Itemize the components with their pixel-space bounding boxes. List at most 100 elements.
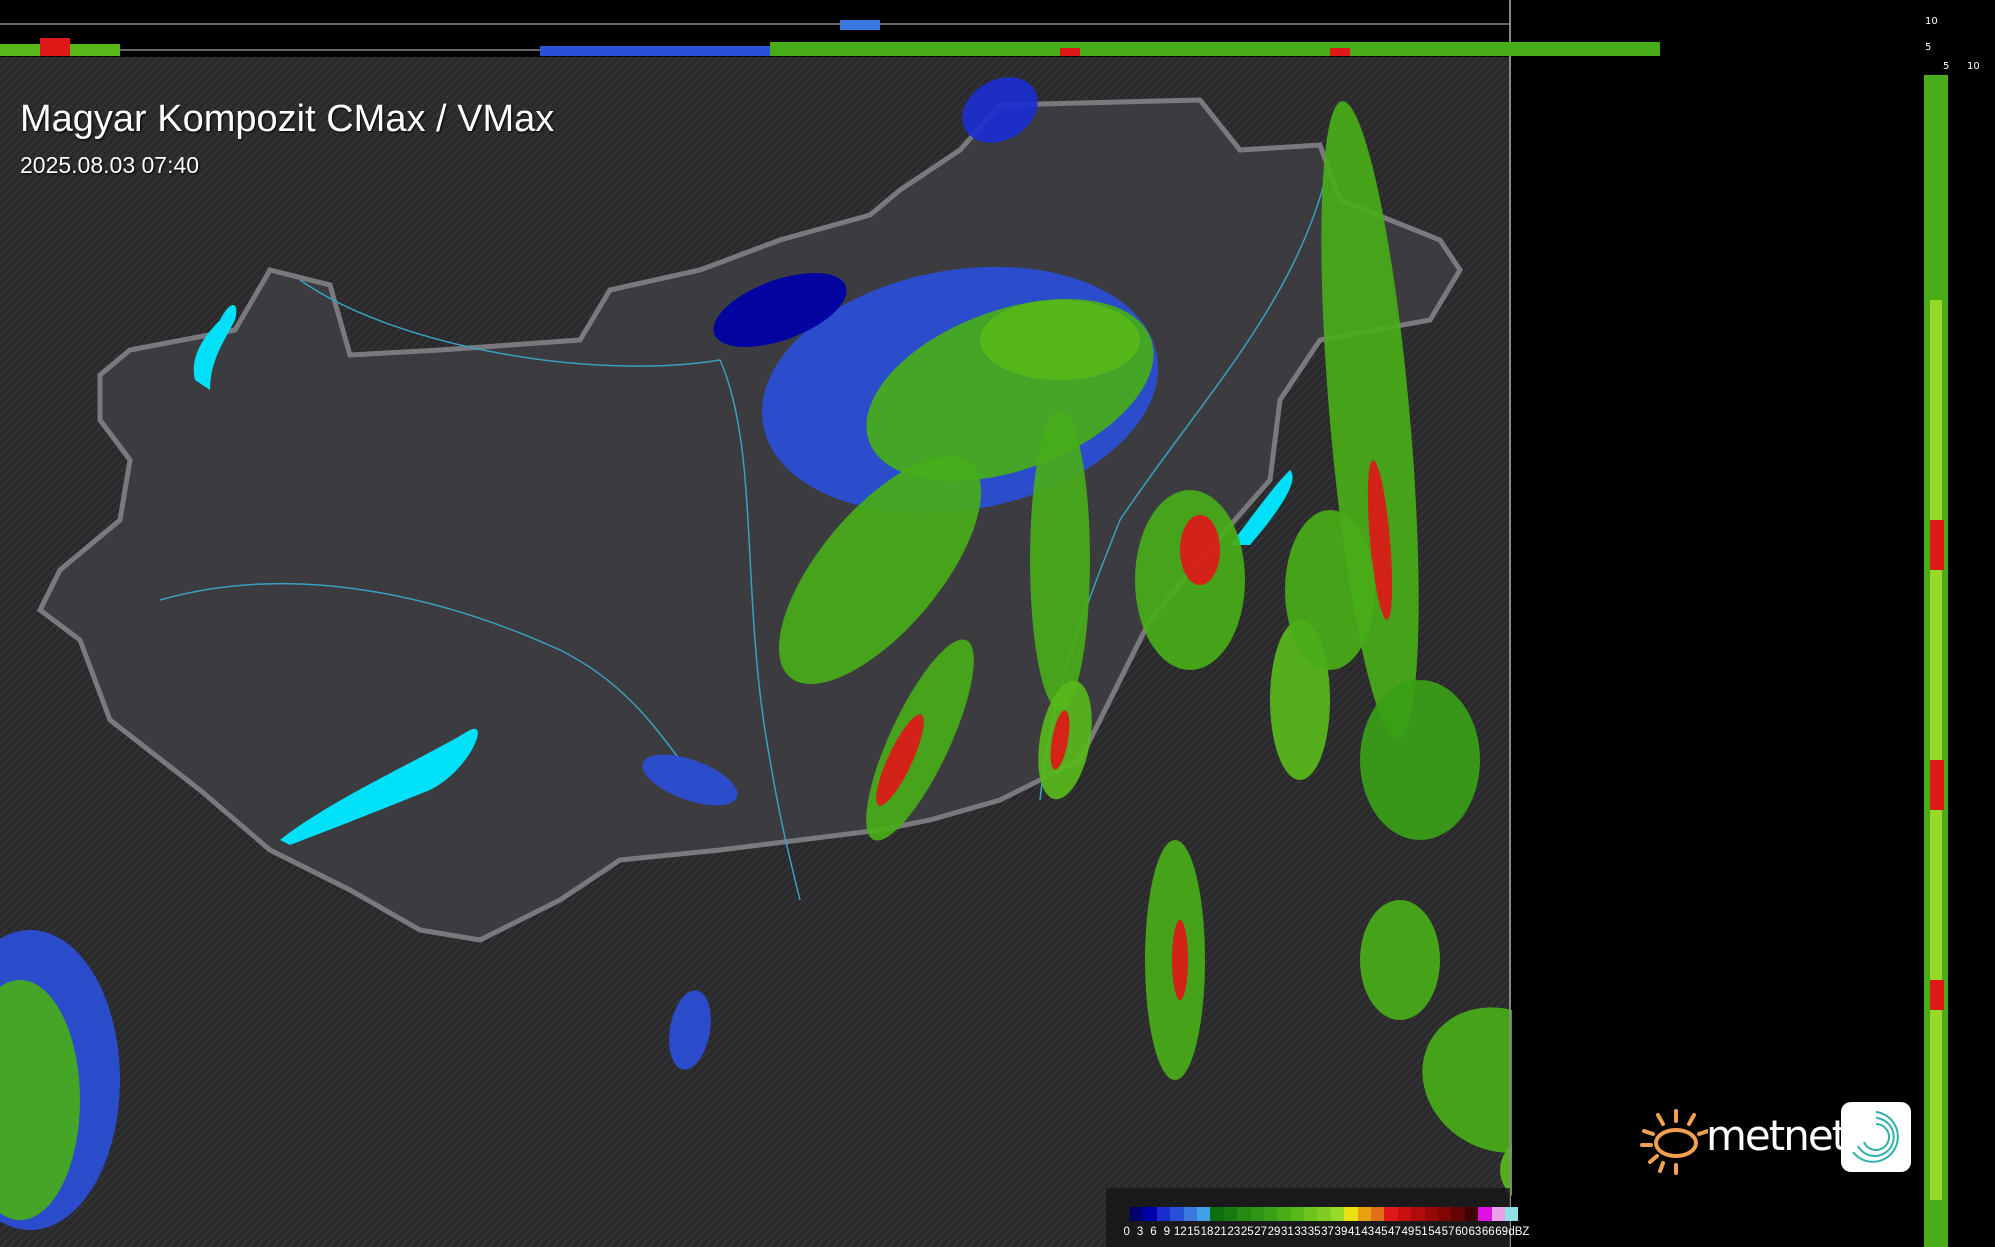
legend-swatch: [1130, 1207, 1144, 1221]
profile-bar: [1060, 48, 1080, 56]
legend-swatch: [1464, 1207, 1479, 1221]
profile-tick: 10: [1967, 61, 1980, 72]
legend-swatch: [1357, 1207, 1372, 1221]
legend-label: 63: [1468, 1226, 1482, 1238]
legend-swatch: [1344, 1207, 1358, 1221]
legend-label: 35: [1307, 1226, 1321, 1238]
legend-swatch: [1371, 1207, 1385, 1221]
right-profile-panel: [1512, 57, 1995, 1247]
map-title: Magyar Kompozit CMax / VMax: [20, 98, 555, 140]
radar-echo: [0, 980, 80, 1220]
legend-label: 45: [1374, 1226, 1388, 1238]
legend-label: 39: [1334, 1226, 1348, 1238]
radar-echo: [1360, 900, 1440, 1020]
legend-label: 21: [1214, 1226, 1227, 1238]
legend-label: 27: [1254, 1226, 1267, 1238]
legend-label: 33: [1294, 1226, 1308, 1238]
legend-swatch: [1451, 1207, 1465, 1221]
legend-label: 69: [1495, 1226, 1509, 1238]
legend-swatch: [1223, 1207, 1238, 1221]
legend-swatch: [1143, 1207, 1157, 1221]
legend-label: 41: [1347, 1226, 1361, 1238]
legend-swatch: [1170, 1207, 1184, 1221]
map-timestamp: 2025.08.03 07:40: [20, 152, 200, 178]
legend-label: 54: [1428, 1226, 1442, 1238]
profile-bar: [840, 20, 880, 30]
radar-echo: [876, 714, 924, 806]
legend-label: 66: [1481, 1226, 1495, 1238]
profile-bar: [1930, 520, 1944, 570]
legend-label: 18: [1200, 1226, 1214, 1238]
legend-swatch: [1250, 1207, 1264, 1221]
legend-label: 60: [1455, 1226, 1468, 1238]
radar-echo: [1180, 515, 1220, 585]
legend-label: 9: [1163, 1226, 1171, 1238]
legend-label: 29: [1267, 1226, 1281, 1238]
legend-label: 37: [1321, 1226, 1334, 1238]
radar-echo: [669, 990, 711, 1070]
profile-bar: [1330, 48, 1350, 56]
profile-bar: [1930, 760, 1944, 810]
metnet-logo: metnet: [1638, 1102, 1913, 1175]
legend-label: 57: [1441, 1226, 1455, 1238]
legend-label: 23: [1227, 1226, 1241, 1238]
profile-tick: 5: [1925, 42, 1932, 53]
radar-echo: [1360, 680, 1480, 840]
legend-label: 6: [1150, 1226, 1157, 1238]
radar-echo: [1050, 710, 1070, 770]
legend-label: 3: [1136, 1226, 1144, 1238]
profile-bar: [1930, 300, 1942, 1200]
lake-neusiedl: [193, 305, 237, 390]
legend-swatch: [1397, 1207, 1412, 1221]
legend-swatch: [1290, 1207, 1305, 1221]
radar-echo: [1321, 101, 1419, 739]
legend-swatch: [1411, 1207, 1425, 1221]
legend-swatch: [1384, 1207, 1398, 1221]
legend-swatch: [1504, 1207, 1519, 1221]
legend-label: 15: [1187, 1226, 1201, 1238]
profile-tick: 5: [1943, 61, 1950, 72]
legend-label: 12: [1173, 1226, 1187, 1238]
legend-label: 47: [1388, 1226, 1401, 1238]
lake-balaton: [280, 728, 478, 845]
dbz-color-legend: 0 3 6 9 12 15 18 21 23 25 27 29 31 33 35 37 39 41 43 45 47 49…: [1106, 1188, 1529, 1247]
legend-swatch: [1330, 1207, 1345, 1221]
legend-label: 31: [1280, 1226, 1294, 1238]
legend-label: 0: [1123, 1226, 1130, 1238]
radar-echo: [962, 77, 1038, 143]
legend-swatch: [1478, 1207, 1492, 1221]
legend-swatch: [1424, 1207, 1438, 1221]
legend-swatch: [1183, 1207, 1197, 1221]
radar-echo: [778, 456, 982, 684]
legend-swatch: [1304, 1207, 1318, 1221]
profile-bar: [40, 38, 70, 56]
legend-label: 25: [1240, 1226, 1254, 1238]
legend-swatch: [1491, 1207, 1505, 1221]
profile-bar: [1930, 980, 1944, 1010]
logo-text: metnet: [1706, 1111, 1848, 1160]
sun-icon: [1640, 1109, 1710, 1175]
radar-echo: [1367, 460, 1393, 620]
lake-tisza: [1230, 470, 1293, 545]
profile-tick: 10: [1925, 16, 1938, 27]
radar-echo: [1030, 410, 1090, 710]
radar-echo: [713, 273, 847, 347]
legend-unit: dBZ: [1508, 1226, 1530, 1238]
legend-swatch: [1196, 1207, 1211, 1221]
radar-echo: [1285, 510, 1375, 670]
legend-swatch: [1210, 1207, 1224, 1221]
radar-echo: [980, 300, 1140, 380]
legend-swatch: [1317, 1207, 1331, 1221]
legend-label: 43: [1361, 1226, 1375, 1238]
legend-swatch: [1437, 1207, 1452, 1221]
legend-swatch: [1156, 1207, 1171, 1221]
profile-bar: [770, 42, 1660, 56]
profile-bar: [540, 46, 770, 56]
legend-swatch: [1263, 1207, 1278, 1221]
legend-swatch: [1237, 1207, 1251, 1221]
radar-echo: [1172, 920, 1188, 1000]
radar-echo: [642, 754, 738, 806]
legend-label: 49: [1401, 1226, 1415, 1238]
legend-label: 51: [1414, 1226, 1428, 1238]
